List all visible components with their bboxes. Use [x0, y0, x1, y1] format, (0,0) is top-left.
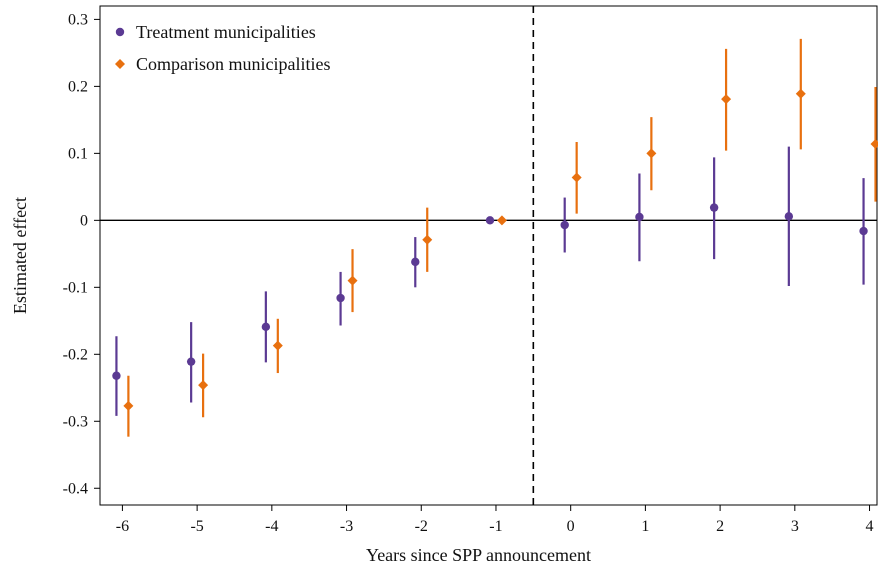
data-point — [859, 226, 868, 236]
data-point — [870, 138, 878, 149]
data-point — [721, 94, 732, 105]
y-tick-label: -0.4 — [63, 480, 88, 497]
data-point — [347, 275, 358, 286]
legend-diamond-icon — [115, 59, 125, 69]
data-point — [560, 220, 569, 230]
x-tick-label: 4 — [866, 518, 874, 535]
data-point — [784, 212, 794, 221]
axes: -0.4 -0.3 -0.2 -0.1 0 0.1 0.2 0.3 -6 -5 -4 -3 -2 -1 0 1… — [10, 5, 878, 565]
legend-circle-icon — [115, 27, 125, 37]
x-tick-label: -3 — [340, 518, 353, 535]
data-point — [571, 172, 582, 183]
x-tick-label: -2 — [415, 518, 428, 535]
data-point — [709, 203, 719, 212]
data-point — [411, 257, 420, 267]
data-point — [795, 88, 806, 99]
data-point — [272, 340, 283, 351]
y-tick-label: -0.1 — [63, 279, 88, 296]
y-tick-label: -0.2 — [63, 346, 88, 363]
plot-frame — [99, 5, 878, 506]
legend-label: Comparison municipalities — [136, 54, 330, 74]
y-axis-title: Estimated effect — [10, 197, 30, 314]
legend: Treatment municipalities Comparison munic… — [115, 22, 330, 74]
x-tick-label: 0 — [567, 518, 575, 535]
x-tick-label: -1 — [489, 518, 502, 535]
data-point — [422, 234, 433, 245]
legend-label: Treatment municipalities — [136, 22, 316, 42]
data-point — [123, 400, 134, 411]
data-point — [485, 216, 495, 225]
data-point — [496, 215, 507, 226]
treatment-series — [112, 146, 868, 416]
data-point — [261, 322, 271, 332]
data-point — [112, 371, 121, 380]
y-tick-label: 0.3 — [68, 11, 88, 28]
y-tick-label: 0.2 — [68, 78, 88, 95]
data-point — [635, 212, 644, 222]
data-marks — [112, 38, 878, 437]
x-tick-label: -5 — [190, 518, 203, 535]
x-tick-label: -4 — [265, 518, 278, 535]
data-point — [198, 380, 209, 391]
y-tick-label: 0 — [80, 212, 88, 229]
data-point — [336, 293, 345, 303]
x-tick-label: 1 — [641, 518, 649, 535]
data-point — [186, 357, 196, 366]
x-tick-label: 2 — [716, 518, 724, 535]
comparison-series — [123, 38, 878, 437]
data-point — [646, 148, 657, 159]
x-axis-title: Years since SPP announcement — [366, 545, 591, 565]
x-tick-label: 3 — [791, 518, 799, 535]
x-tick-label: -6 — [116, 518, 129, 535]
y-tick-label: 0.1 — [68, 145, 88, 162]
y-tick-label: -0.3 — [63, 413, 88, 430]
